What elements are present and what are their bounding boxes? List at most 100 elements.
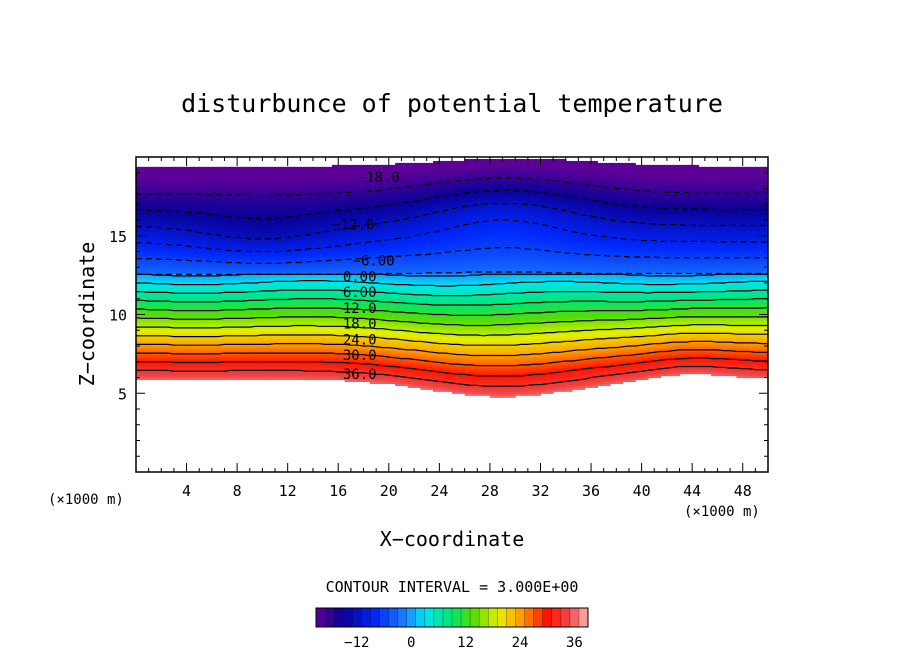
field-cell (350, 190, 358, 194)
field-cell (331, 312, 339, 316)
field-cell (344, 190, 352, 194)
field-cell (407, 178, 415, 182)
field-cell (395, 172, 403, 176)
field-cell (173, 247, 181, 251)
field-cell (136, 233, 143, 237)
field-cell (167, 298, 175, 302)
field-cell (224, 277, 232, 280)
field-cell (407, 279, 415, 282)
field-cell (312, 178, 320, 182)
field-cell (319, 347, 327, 351)
field-cell (331, 367, 339, 371)
field-cell (211, 332, 219, 335)
field-cell (294, 365, 301, 369)
field-cell (136, 229, 143, 233)
field-cell (230, 304, 238, 308)
field-cell (306, 243, 314, 247)
field-cell (331, 290, 339, 294)
field-cell (243, 241, 251, 245)
field-cell (357, 186, 365, 190)
field-cell (338, 249, 346, 253)
field-cell (275, 336, 282, 339)
field-cell (205, 312, 213, 316)
field-cell (325, 312, 333, 316)
field-cell (218, 200, 226, 203)
field-cell (287, 304, 295, 308)
field-cell (300, 308, 308, 312)
field-cell (369, 271, 377, 274)
field-cell (167, 249, 175, 253)
field-cell (249, 304, 257, 308)
field-cell (401, 338, 409, 341)
field-cell (376, 259, 384, 262)
field-cell (268, 320, 276, 323)
field-cell (388, 271, 396, 274)
field-cell (300, 253, 308, 257)
field-cell (306, 302, 314, 306)
field-cell (186, 206, 194, 209)
field-cell (268, 261, 276, 264)
field-cell (325, 166, 333, 170)
field-cell (357, 324, 365, 327)
field-cell (357, 286, 365, 290)
field-cell (401, 184, 409, 188)
field-cell (369, 277, 377, 280)
field-cell (148, 212, 156, 215)
field-cell (167, 310, 175, 314)
field-cell (338, 237, 346, 241)
field-cell (180, 255, 188, 259)
field-cell (294, 377, 301, 381)
field-cell (350, 172, 358, 176)
field-cell (306, 210, 314, 213)
field-cell (205, 349, 213, 353)
field-cell (224, 361, 232, 365)
chart-title: disturbunce of potential temperature (181, 89, 723, 118)
field-cell (211, 312, 219, 316)
field-cell (420, 212, 428, 215)
field-cell (192, 188, 200, 192)
field-cell (262, 377, 270, 381)
field-cell (275, 227, 282, 231)
field-cell (382, 369, 390, 373)
field-cell (224, 296, 232, 300)
field-cell (218, 349, 226, 353)
field-cell (211, 200, 219, 203)
field-cell (325, 336, 333, 339)
field-cell (344, 168, 352, 172)
field-cell (338, 180, 346, 184)
field-cell (350, 221, 358, 225)
field-cell (256, 269, 263, 272)
field-cell (148, 271, 156, 274)
field-cell (173, 363, 181, 367)
field-cell (180, 290, 188, 294)
field-cell (294, 241, 301, 245)
field-cell (281, 225, 289, 229)
field-cell (414, 239, 421, 243)
field-cell (395, 367, 403, 371)
field-cell (205, 261, 213, 264)
field-cell (173, 204, 181, 207)
field-cell (136, 300, 143, 304)
field-cell (154, 233, 162, 237)
field-cell (414, 218, 421, 221)
field-cell (294, 302, 301, 306)
field-cell (218, 336, 226, 339)
field-cell (275, 346, 282, 349)
field-cell (268, 312, 276, 316)
field-cell (224, 371, 232, 375)
field-cell (420, 267, 428, 270)
field-cell (256, 365, 263, 369)
field-cell (319, 328, 327, 331)
field-cell (230, 302, 238, 306)
field-cell (148, 257, 156, 260)
field-cell (136, 373, 143, 377)
field-cell (401, 381, 409, 385)
field-cell (275, 204, 282, 207)
field-cell (237, 284, 245, 288)
field-cell (281, 257, 289, 260)
field-cell (294, 225, 301, 229)
field-cell (319, 261, 327, 264)
field-cell (243, 363, 251, 367)
field-cell (350, 196, 358, 199)
field-cell (256, 338, 263, 341)
